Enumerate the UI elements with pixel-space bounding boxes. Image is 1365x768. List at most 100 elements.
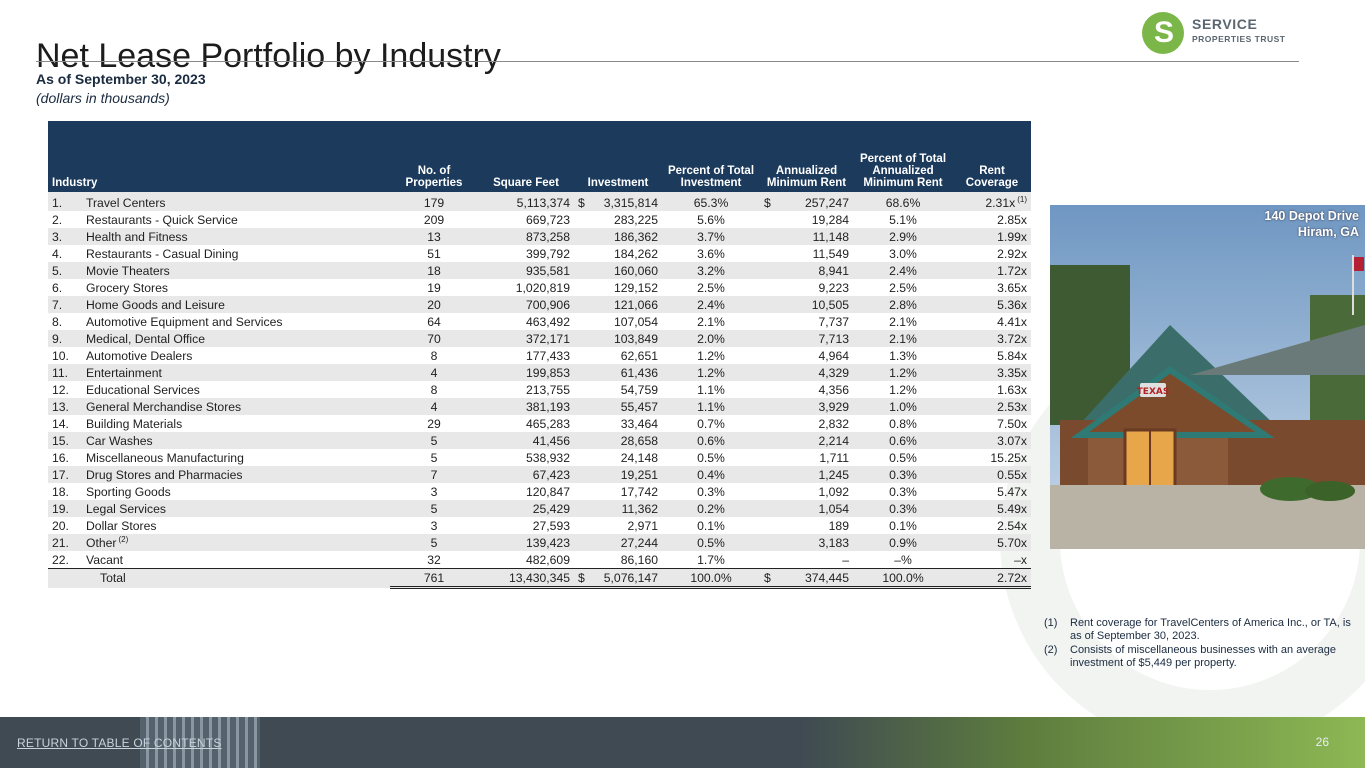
- total-investment-cell: $5,076,147: [574, 568, 662, 589]
- pct-rent-cell: 0.8%: [889, 416, 917, 431]
- industry-cell: Other (2): [82, 534, 390, 551]
- annualized-rent-cell: $257,247: [760, 192, 853, 211]
- investment-value: 121,066: [613, 297, 658, 312]
- total-label: Total: [82, 568, 390, 588]
- investment-value: 54,759: [620, 382, 658, 397]
- annualized-rent-cell: 7,737: [760, 313, 853, 330]
- investment-value: 184,262: [613, 246, 658, 261]
- total-pct-rent: 100.0%: [853, 568, 953, 589]
- pct-rent-cell: 1.0%: [853, 398, 953, 415]
- properties-cell: 5: [390, 432, 478, 449]
- table-row: 12. Educational Services 8 213,755 54,759 1.1…: [48, 381, 1031, 398]
- industry-cell: Automotive Dealers: [82, 347, 390, 364]
- industry-cell: Vacant: [82, 551, 390, 569]
- square-feet-cell: 463,492: [525, 314, 570, 329]
- annualized-rent-cell: 3,929: [760, 398, 853, 415]
- dollar-sign: $: [764, 195, 771, 210]
- pct-rent-cell: 1.2%: [889, 382, 917, 397]
- pct-rent-cell: 0.3%: [889, 484, 917, 499]
- page-number: 26: [1315, 735, 1329, 749]
- annualized-rent-value: 8,941: [818, 263, 850, 278]
- restaurant-photo-image: TEXAS: [1050, 205, 1365, 549]
- return-to-contents-link[interactable]: RETURN TO TABLE OF CONTENTS: [17, 736, 222, 750]
- investment-cell: 186,362: [574, 228, 662, 245]
- annualized-rent-value: 3,929: [818, 399, 850, 414]
- industry-cell: Drug Stores and Pharmacies: [82, 466, 390, 483]
- annualized-rent-value: 7,737: [818, 314, 850, 329]
- industry-cell: Health and Fitness: [82, 228, 390, 245]
- annualized-rent-value: 1,054: [818, 501, 850, 516]
- pct-rent-cell: 2.9%: [853, 228, 953, 245]
- rent-coverage-value: 3.07x: [997, 433, 1027, 448]
- table-row: 7. Home Goods and Leisure 20 700,906 121,066…: [48, 296, 1031, 313]
- total-rent: 374,445: [804, 570, 849, 585]
- header-industry: Industry: [48, 121, 390, 192]
- annualized-rent-cell: 8,941: [760, 262, 853, 279]
- row-number: 1.: [48, 192, 82, 211]
- footnote-1: (1) Rent coverage for TravelCenters of A…: [1044, 617, 1354, 643]
- header-investment: Investment: [574, 121, 662, 192]
- pct-rent-cell: 0.6%: [853, 432, 953, 449]
- title-divider: [36, 61, 1299, 62]
- pct-investment-cell: 1.7%: [697, 552, 725, 567]
- industry-cell: Legal Services: [82, 500, 390, 517]
- annualized-rent-value: 189: [828, 518, 849, 533]
- square-feet-cell: 199,853: [478, 364, 574, 381]
- footnote-number: (1): [1044, 617, 1058, 629]
- row-number: 11.: [48, 364, 82, 381]
- sign-text: TEXAS: [1137, 387, 1170, 397]
- industry-name: Travel Centers: [86, 195, 166, 210]
- footer-bar: RETURN TO TABLE OF CONTENTS 26: [0, 717, 1365, 768]
- table-row: 3. Health and Fitness 13 873,258 186,362 3.7%…: [48, 228, 1031, 245]
- investment-cell: 24,148: [574, 449, 662, 466]
- row-number: 13.: [48, 398, 82, 415]
- square-feet-cell: 935,581: [478, 262, 574, 279]
- industry-cell: Movie Theaters: [82, 262, 390, 279]
- properties-cell: 5: [390, 500, 478, 517]
- industry-name: Grocery Stores: [86, 280, 168, 295]
- square-feet-cell: 465,283: [525, 416, 570, 431]
- pct-rent-cell: 0.9%: [853, 534, 953, 551]
- annualized-rent-value: 2,214: [818, 433, 850, 448]
- rent-coverage-cell: 1.63x: [953, 381, 1031, 398]
- photo-caption-city: Hiram, GA: [1297, 225, 1359, 239]
- footnote-text: Rent coverage for TravelCenters of Ameri…: [1070, 617, 1351, 642]
- pct-investment-cell: 3.6%: [697, 246, 725, 261]
- annualized-rent-value: 1,092: [818, 484, 850, 499]
- investment-cell: 61,436: [574, 364, 662, 381]
- annualized-rent-value: 2,832: [818, 416, 850, 431]
- annualized-rent-value: 7,713: [818, 331, 850, 346]
- investment-value: 103,849: [613, 331, 658, 346]
- rent-coverage-value: 7.50x: [997, 416, 1027, 431]
- dollar-sign: $: [764, 570, 771, 585]
- row-number: 9.: [48, 330, 82, 347]
- square-feet-cell: 1,020,819: [515, 280, 570, 295]
- square-feet-cell: 700,906: [478, 296, 574, 313]
- investment-value: 28,658: [620, 433, 658, 448]
- investment-cell: 129,152: [574, 279, 662, 296]
- properties-cell: 13: [390, 228, 478, 245]
- table-row: 11. Entertainment 4 199,853 61,436 1.2% 4,329 1…: [48, 364, 1031, 381]
- rent-coverage-value: 1.72x: [997, 263, 1027, 278]
- rent-coverage-cell: 3.07x: [953, 432, 1031, 449]
- rent-coverage-cell: 7.50x: [953, 415, 1031, 432]
- annualized-rent-cell: –: [760, 551, 853, 569]
- annualized-rent-cell: 4,964: [760, 347, 853, 364]
- industry-name: Vacant: [86, 552, 124, 567]
- row-number: 12.: [52, 382, 69, 397]
- annualized-rent-cell: 189: [760, 517, 853, 534]
- investment-value: 17,742: [620, 484, 658, 499]
- annualized-rent-cell: 3,183: [760, 534, 853, 551]
- annualized-rent-value: –: [842, 552, 849, 567]
- industry-name: Drug Stores and Pharmacies: [86, 467, 243, 482]
- square-feet-cell: 372,171: [478, 330, 574, 347]
- square-feet-cell: 873,258: [478, 228, 574, 245]
- pct-investment-cell: 0.6%: [662, 432, 760, 449]
- square-feet-cell: 27,593: [532, 518, 570, 533]
- investment-cell: 103,849: [574, 330, 662, 347]
- industry-cell: Medical, Dental Office: [82, 330, 390, 347]
- properties-cell: 179: [390, 192, 478, 211]
- rent-coverage-value: 5.36x: [997, 297, 1027, 312]
- pct-investment-cell: 1.2%: [697, 348, 725, 363]
- pct-rent-cell: –%: [894, 552, 912, 567]
